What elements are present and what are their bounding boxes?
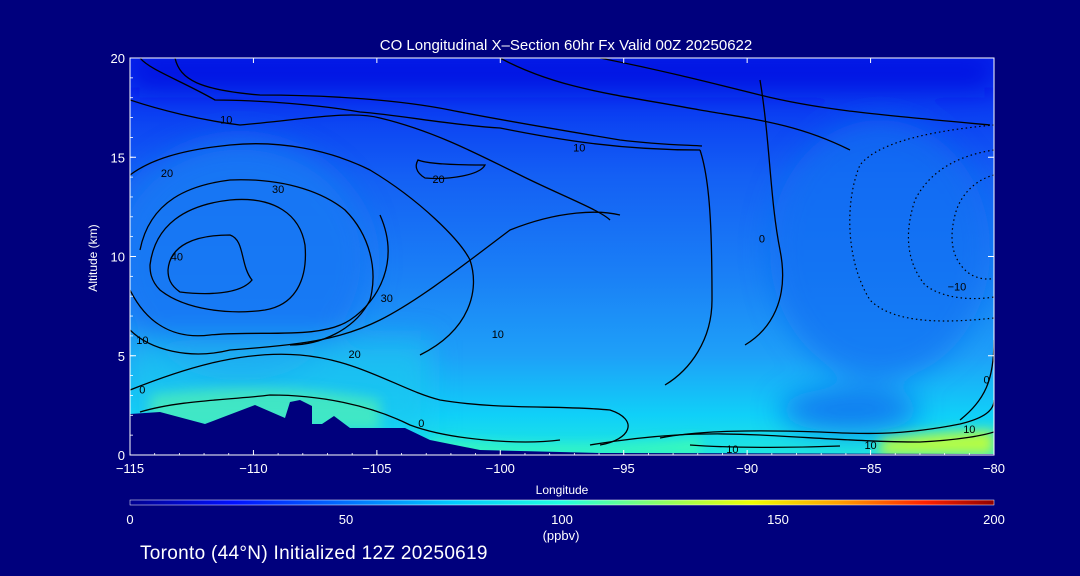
colorbar xyxy=(129,499,995,506)
colorbar-tick-label: 200 xyxy=(983,512,1005,527)
contour-label: 40 xyxy=(171,252,183,264)
colorbar-tick-label: 150 xyxy=(767,512,789,527)
contour-label: 20 xyxy=(432,174,444,186)
x-axis-label: Longitude xyxy=(536,483,589,497)
contour-label: 20 xyxy=(161,168,173,180)
terrain xyxy=(130,400,994,455)
contour-label: 0 xyxy=(759,234,765,246)
contour-label: 10 xyxy=(136,335,148,347)
contour-label: 20 xyxy=(349,349,361,361)
contour-label: −10 xyxy=(948,281,967,293)
x-tick-label: −85 xyxy=(860,461,882,476)
footer-caption: Toronto (44°N) Initialized 12Z 20250619 xyxy=(140,543,488,564)
y-tick-label: 10 xyxy=(111,250,125,265)
concentration-field xyxy=(130,58,994,455)
y-tick-label: 0 xyxy=(118,448,125,463)
y-tick-label: 20 xyxy=(111,51,125,66)
y-tick-label: 15 xyxy=(111,150,125,165)
contour-label: 30 xyxy=(381,293,393,305)
colorbar-ticks: 0 50 100 150 200 xyxy=(126,512,1004,527)
contour-label: 10 xyxy=(726,444,738,456)
colorbar-tick-label: 100 xyxy=(551,512,573,527)
chart-title: CO Longitudinal X–Section 60hr Fx Valid … xyxy=(380,37,752,54)
contour-label: 10 xyxy=(573,142,585,154)
contour-label: 0 xyxy=(984,375,990,387)
y-axis-label: Altitude (km) xyxy=(86,224,100,291)
colorbar-tick-label: 0 xyxy=(126,512,133,527)
contour-label: 10 xyxy=(864,440,876,452)
negative-contours xyxy=(849,124,994,322)
contour-label: 10 xyxy=(492,329,504,341)
contour-label: 0 xyxy=(418,418,424,430)
x-axis: −115 −110 −105 −100 −95 −90 −85 −80 xyxy=(116,58,1005,476)
x-tick-label: −90 xyxy=(736,461,758,476)
colorbar-tick-label: 50 xyxy=(339,512,353,527)
y-axis: 0 5 10 15 20 xyxy=(111,51,994,463)
x-tick-label: −80 xyxy=(983,461,1005,476)
x-tick-label: −105 xyxy=(362,461,391,476)
contour-label: 10 xyxy=(963,424,975,436)
contour-label: 0 xyxy=(139,384,145,396)
x-tick-label: −95 xyxy=(613,461,635,476)
contour-lines xyxy=(130,58,994,449)
x-tick-label: −100 xyxy=(486,461,515,476)
colorbar-unit: (ppbv) xyxy=(543,528,580,543)
contour-labels: 10 20 30 40 30 20 20 10 10 0 −10 10 0 0 10 10 10 0 xyxy=(136,115,989,457)
x-tick-label: −115 xyxy=(116,461,144,476)
y-tick-label: 5 xyxy=(118,349,125,364)
contour-label: 30 xyxy=(272,184,284,196)
contour-label: 10 xyxy=(220,115,232,127)
x-tick-label: −110 xyxy=(239,461,267,476)
